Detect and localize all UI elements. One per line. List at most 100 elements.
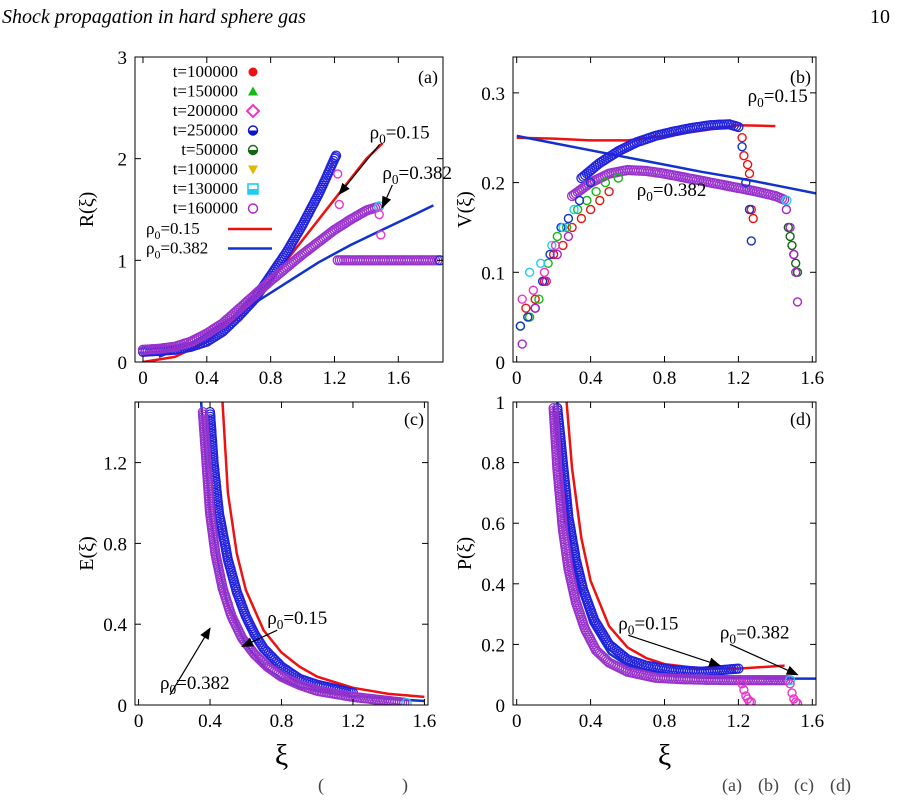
x-tick-label: 1.6 — [800, 368, 824, 389]
data-point — [781, 204, 792, 215]
legend-label: t=100000 — [173, 62, 238, 81]
y-tick-label: 2 — [118, 150, 128, 171]
x-tick-label: 0.8 — [270, 711, 294, 732]
annotation-arrow — [628, 634, 722, 667]
x-axis-label: ξ — [275, 739, 288, 770]
annotation-arrow — [729, 643, 799, 676]
data-point — [254, 654, 266, 665]
legend-label: ρ0=0.382 — [146, 239, 208, 262]
legend: t=100000t=150000t=200000t=250000t=50000t… — [146, 62, 272, 262]
data-point — [595, 195, 605, 206]
data-point — [792, 297, 803, 307]
caption-fragment: ) — [402, 775, 408, 795]
y-axis-label: R(ξ) — [76, 192, 98, 228]
data-point — [396, 697, 408, 705]
x-tick-label: 0.4 — [579, 368, 603, 389]
theory-line — [221, 402, 425, 699]
data-point — [530, 294, 540, 304]
caption-fragment: (c) — [794, 775, 814, 795]
x-tick-label: 1.6 — [386, 368, 410, 389]
x-tick-label: 0.8 — [259, 368, 283, 389]
data-point — [334, 199, 344, 210]
x-tick-label: 1.2 — [727, 368, 751, 389]
data-point — [256, 656, 267, 667]
legend-label: t=50000 — [181, 140, 238, 159]
annotation-label: ρ0=0.382 — [382, 163, 452, 187]
data-point — [785, 222, 795, 233]
y-tick-label: 0.6 — [481, 514, 505, 535]
data-point — [791, 267, 801, 277]
data-point — [744, 204, 755, 215]
data-point — [563, 231, 574, 242]
data-point — [585, 204, 596, 215]
data-point — [741, 177, 751, 188]
data-point — [591, 186, 601, 197]
data-point — [585, 177, 596, 188]
data-point — [530, 303, 540, 313]
data-point — [737, 679, 747, 689]
data-point — [563, 213, 574, 224]
data-point — [742, 159, 753, 170]
chart-panel-a: 0 0.4 0.8 1.2 1.60123R(ξ)(a)ρ0=0.15ρ0=0.382t… — [76, 48, 452, 389]
data-point — [249, 649, 260, 660]
legend-label: t=100000 — [173, 160, 238, 179]
x-tick-label: 0 — [138, 368, 148, 389]
annotation-label: ρ0=0.15 — [618, 613, 678, 637]
page-header: Shock propagation in hard sphere gas 10 — [0, 4, 900, 34]
data-point — [737, 141, 747, 152]
plot-area — [515, 119, 816, 349]
x-tick-label: 0.4 — [195, 368, 219, 389]
data-point — [541, 276, 551, 286]
data-point — [785, 231, 795, 242]
chart-panel-b: 0 0.4 0.8 1.2 1.6 0 0.1 0.2 0.3 V(ξ) (b)ρ0=0.15 ρ0=… — [454, 56, 824, 389]
y-tick-label: 0.8 — [103, 534, 127, 555]
data-point — [787, 688, 797, 698]
x-tick-label: 1.6 — [800, 711, 824, 732]
annotation-arrow — [338, 143, 381, 196]
data-point — [399, 697, 410, 705]
data-point — [330, 150, 342, 161]
chart-panel-c: 00.40.81.21.600.40.81.2E(ξ)ξ(c)ρ0=0.15ρ0… — [76, 401, 437, 770]
data-point — [552, 249, 562, 260]
theory-line — [516, 134, 816, 195]
y-tick-label: 0.1 — [481, 263, 505, 284]
y-tick-label: 0 — [118, 696, 128, 717]
data-point — [792, 698, 803, 705]
legend-marker — [247, 203, 259, 214]
legend-label: t=150000 — [173, 82, 238, 101]
legend-marker-fill — [248, 189, 258, 194]
data-point — [739, 150, 749, 161]
legend-marker — [248, 165, 258, 175]
legend-label: t=200000 — [173, 101, 238, 120]
figure-four-panels: 0 0.4 0.8 1.2 1.60123R(ξ)(a)ρ0=0.15ρ0=0.382t… — [76, 48, 824, 770]
annotation-label: ρ0=0.15 — [267, 608, 327, 632]
data-point — [515, 321, 526, 331]
legend-marker-fill — [248, 130, 258, 135]
y-tick-label: 1 — [496, 393, 506, 414]
data-point — [394, 697, 406, 705]
y-tick-label: 0.2 — [481, 174, 505, 195]
y-tick-label: 0.8 — [481, 454, 505, 475]
data-point — [791, 697, 801, 705]
y-tick-label: 0 — [496, 353, 506, 374]
data-point — [547, 240, 557, 251]
y-axis-label: V(ξ) — [454, 191, 476, 228]
axis-frame — [134, 56, 444, 363]
data-point — [744, 168, 755, 179]
legend-marker — [245, 103, 261, 119]
legend-marker — [248, 86, 258, 96]
data-point — [536, 258, 546, 268]
x-tick-label: 0 — [512, 711, 522, 732]
legend-label: ρ0=0.15 — [146, 219, 200, 242]
data-point — [576, 213, 587, 224]
annotation-label: ρ0=0.382 — [720, 622, 790, 646]
y-axis-label: E(ξ) — [76, 536, 98, 570]
data-point — [573, 204, 583, 215]
legend-marker — [248, 67, 258, 77]
x-tick-label: 1.6 — [413, 711, 437, 732]
y-tick-label: 0.4 — [103, 615, 127, 636]
legend-label: t=130000 — [173, 179, 238, 198]
data-point — [550, 240, 561, 251]
data-point — [748, 213, 758, 224]
panel-label: (c) — [404, 409, 424, 430]
